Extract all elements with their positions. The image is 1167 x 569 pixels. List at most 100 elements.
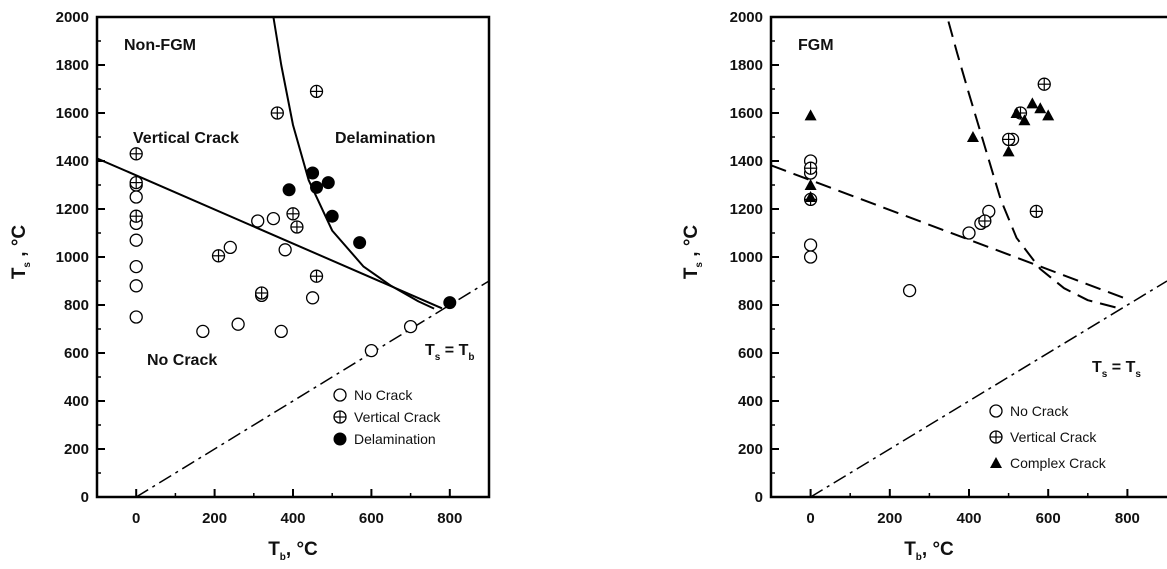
y-tick-label: 1600 — [56, 105, 89, 122]
legend-label: No Crack — [354, 387, 413, 403]
diagonal-label-left: T — [1092, 359, 1102, 376]
y-axis-title-unit: , °C — [681, 225, 702, 262]
legend-marker — [333, 432, 347, 446]
y-tick-label: 1400 — [56, 153, 89, 170]
y-tick-label: 600 — [64, 345, 89, 362]
data-point — [231, 317, 245, 331]
data-point — [129, 190, 143, 204]
y-tick-label: 1000 — [730, 249, 763, 266]
data-point — [309, 269, 324, 283]
data-point — [223, 240, 237, 255]
data-point — [286, 207, 300, 221]
x-axis-title-main: T — [904, 539, 916, 560]
legend-marker — [989, 404, 1003, 418]
data-point — [274, 324, 288, 339]
data-point — [278, 243, 292, 257]
data-point — [1026, 97, 1039, 109]
legend-marker — [989, 430, 1003, 444]
data-point — [305, 291, 320, 305]
diagonal-label-eq: = T — [440, 342, 468, 359]
data-point — [254, 286, 269, 300]
data-point — [321, 176, 335, 190]
data-point — [1018, 114, 1031, 126]
series-vertical-crack — [129, 84, 324, 300]
x-tick-label: 200 — [202, 510, 227, 527]
y-axis-title-sub: s — [694, 262, 705, 268]
data-point — [309, 84, 324, 99]
x-axis-title: Tb, °C — [268, 539, 318, 563]
region-label: Vertical Crack — [133, 130, 239, 147]
data-point — [251, 214, 265, 228]
data-point — [282, 183, 296, 197]
data-point — [443, 296, 457, 310]
data-point — [325, 209, 339, 223]
diagonal-label-eq: = T — [1107, 359, 1135, 376]
panel-title: Non-FGM — [124, 37, 196, 54]
series-no-crack — [129, 178, 418, 358]
series-complex-crack — [804, 97, 1055, 202]
data-point — [129, 175, 143, 190]
series-vertical-crack — [803, 77, 1051, 228]
y-tick-label: 600 — [738, 345, 763, 362]
data-point — [803, 238, 818, 252]
data-point — [129, 259, 143, 274]
legend-marker — [333, 410, 347, 424]
x-axis-title-main: T — [268, 539, 280, 560]
y-axis-title-unit: , °C — [9, 225, 30, 262]
boundary-line — [97, 157, 443, 310]
y-axis-title: Ts , °C — [9, 225, 33, 280]
data-point — [1002, 145, 1015, 157]
region-label: No Crack — [147, 352, 217, 369]
x-tick-label: 600 — [1036, 510, 1061, 527]
legend-label: Delamination — [354, 431, 436, 447]
data-point — [353, 236, 367, 250]
data-point — [1001, 132, 1016, 147]
x-tick-label: 800 — [1115, 510, 1140, 527]
data-point — [1037, 77, 1051, 91]
data-point — [211, 249, 226, 263]
diagonal-ts-eq-tb — [135, 280, 489, 497]
diagonal-label-left-sub: s — [1102, 369, 1108, 380]
y-tick-label: 800 — [64, 297, 89, 314]
data-point — [196, 324, 210, 339]
series-delamination — [282, 166, 457, 310]
x-axis-title: Tb, °C — [904, 539, 954, 563]
y-axis-title: Ts , °C — [681, 225, 705, 280]
data-point — [129, 209, 143, 223]
data-point — [966, 131, 979, 142]
diagonal-label: Ts = Ts — [1092, 359, 1141, 380]
data-point — [804, 109, 817, 121]
y-tick-label: 2000 — [730, 9, 763, 26]
data-point — [270, 106, 284, 120]
y-tick-label: 200 — [64, 441, 89, 458]
data-point — [1010, 107, 1023, 118]
legend-marker — [990, 457, 1002, 468]
chart-panel-1: 0 200 400 600 800 1000 1200 1400 1600 1800 2000 0 20… — [9, 9, 491, 563]
diagonal-ts-eq-tb — [810, 280, 1167, 497]
diagonal-label: Ts = Tb — [425, 342, 474, 363]
legend: No Crack Vertical Crack Delamination — [333, 387, 441, 447]
chart-panel-2: 0 200 400 600 800 1000 1200 1400 1600 1800 2000 0 20… — [681, 9, 1167, 563]
x-tick-label: 200 — [877, 510, 902, 527]
diagonal-label-right-sub: s — [1135, 369, 1141, 380]
y-tick-label: 1400 — [730, 153, 763, 170]
y-tick-label: 0 — [81, 489, 89, 506]
data-point — [129, 279, 143, 293]
data-point — [310, 180, 324, 194]
x-tick-label: 400 — [956, 510, 981, 527]
x-tick-label: 800 — [437, 510, 462, 527]
data-point — [1042, 109, 1055, 121]
y-axis-title-main: T — [9, 267, 30, 279]
boundary-line — [771, 164, 1124, 299]
plot-frame — [769, 15, 1167, 499]
y-tick-label: 1800 — [56, 57, 89, 74]
x-axis-title-sub: b — [916, 552, 922, 563]
data-point — [129, 147, 143, 161]
region-label: Delamination — [335, 130, 435, 147]
y-tick-label: 400 — [738, 393, 763, 410]
data-point — [1029, 204, 1043, 219]
x-tick-label: 0 — [806, 510, 814, 527]
legend-label: No Crack — [1010, 403, 1069, 419]
y-tick-label: 1600 — [730, 105, 763, 122]
